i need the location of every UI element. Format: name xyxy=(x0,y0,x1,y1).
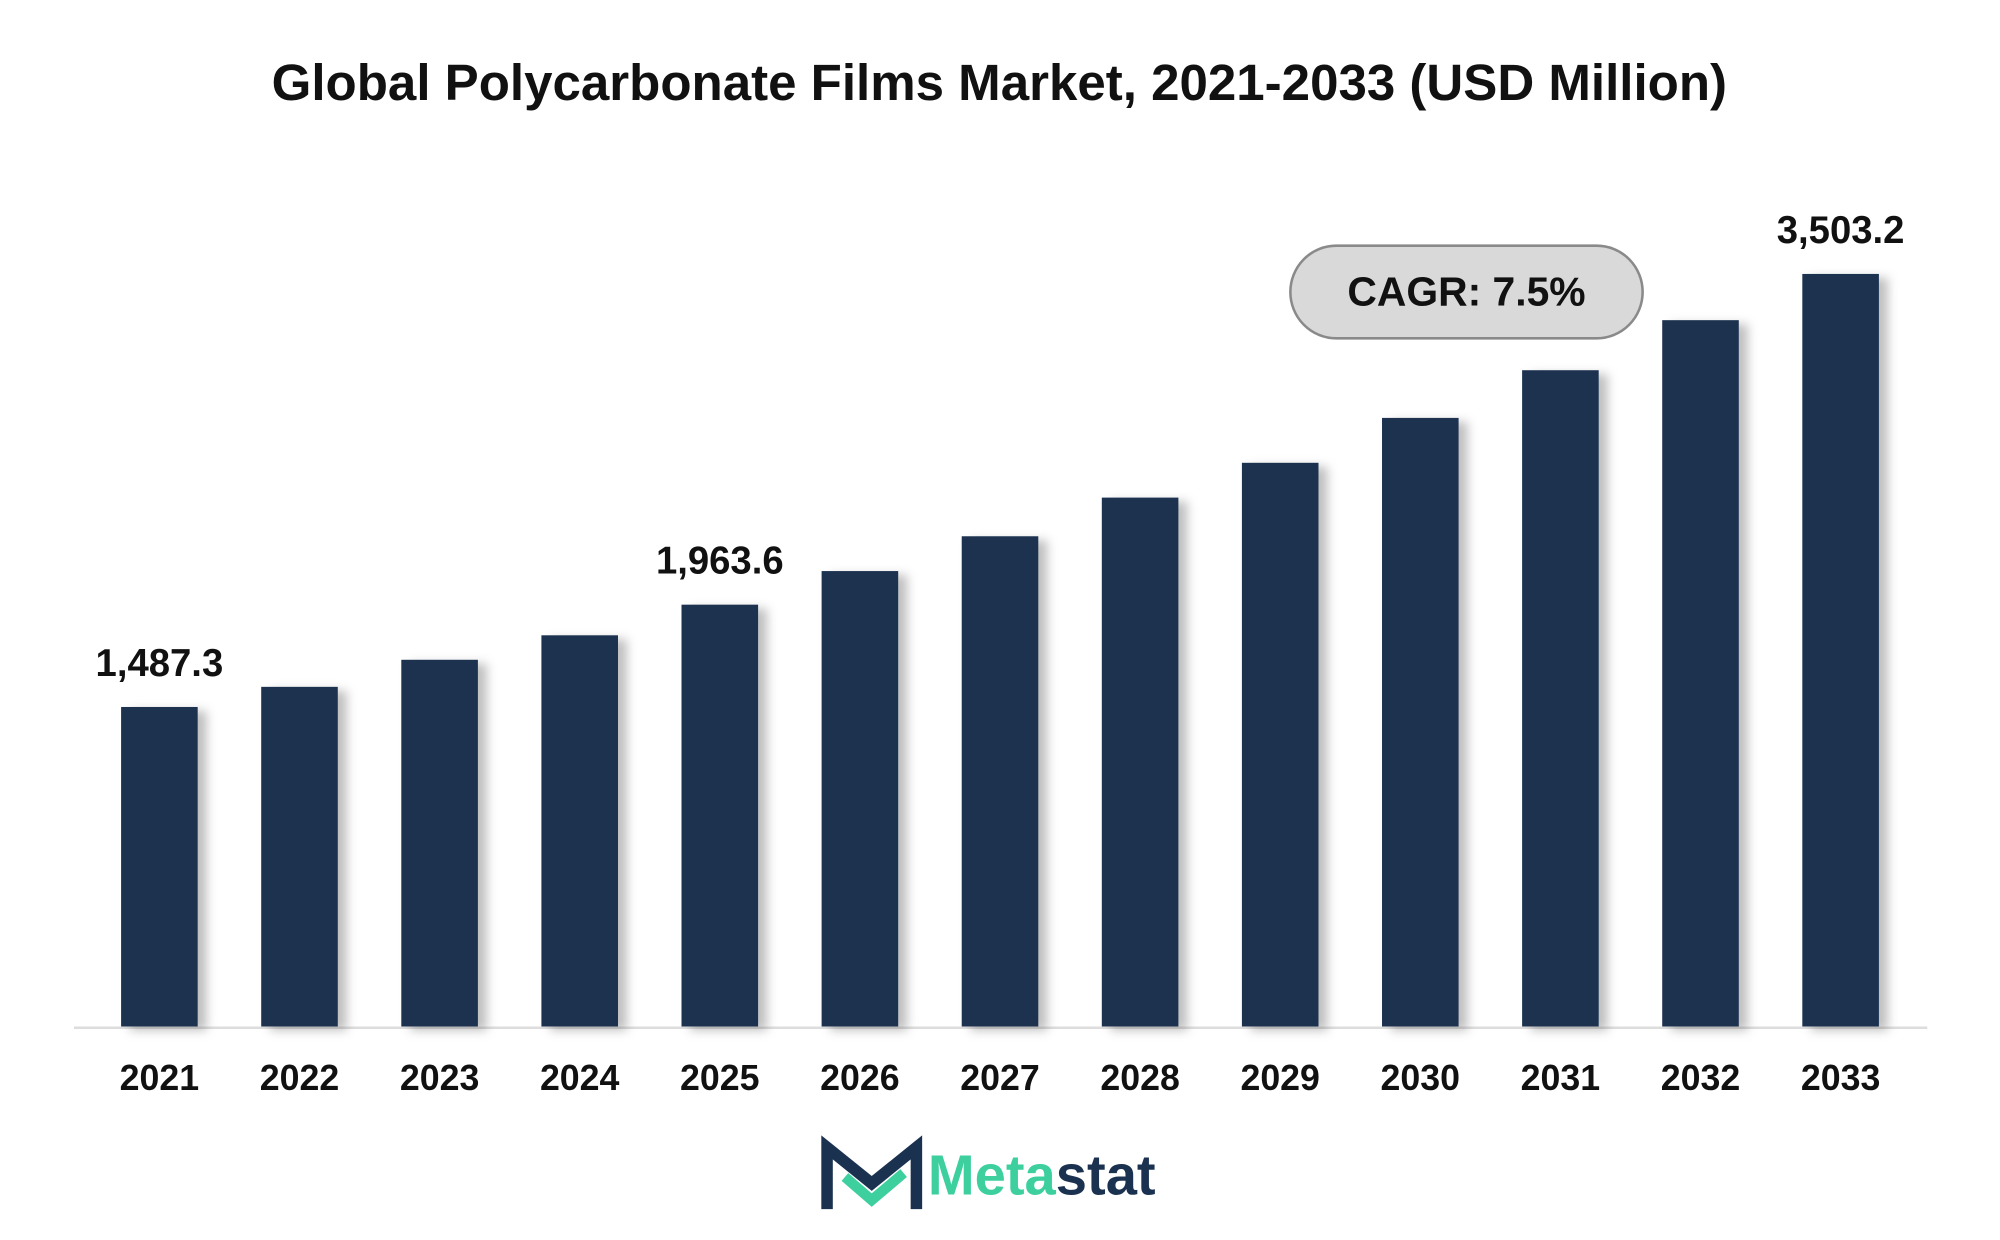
logo-icon-accent xyxy=(841,1169,907,1207)
bar xyxy=(821,571,899,1027)
x-tick-label: 2032 xyxy=(1661,1058,1740,1098)
x-tick-label: 2030 xyxy=(1381,1058,1460,1098)
bar xyxy=(1382,417,1459,1027)
x-tick-label: 2023 xyxy=(400,1058,479,1098)
bars xyxy=(121,273,1879,1027)
x-tick-label: 2026 xyxy=(820,1058,899,1098)
bar xyxy=(681,604,759,1027)
logo-text-part: Meta xyxy=(928,1143,1057,1206)
bar xyxy=(121,706,198,1027)
bar xyxy=(1802,273,1879,1027)
x-tick-label: 2027 xyxy=(960,1058,1039,1098)
bar xyxy=(1662,320,1739,1027)
bar xyxy=(541,635,618,1027)
bar xyxy=(1522,370,1599,1027)
value-label: 1,487.3 xyxy=(96,642,224,685)
x-tick-label: 2024 xyxy=(540,1058,620,1098)
x-tick-label: 2031 xyxy=(1521,1058,1600,1098)
bar xyxy=(401,659,478,1027)
value-label: 3,503.2 xyxy=(1777,209,1905,252)
cagr-pill xyxy=(1289,244,1644,340)
logo-text: Metastat xyxy=(928,1143,1156,1206)
chart-title: Global Polycarbonate Films Market, 2021-… xyxy=(272,54,1727,111)
cagr-label: CAGR: 7.5% xyxy=(1347,268,1585,314)
cagr-badge: CAGR: 7.5% xyxy=(1289,244,1644,340)
bar xyxy=(261,686,338,1027)
x-tick-label: 2029 xyxy=(1240,1058,1319,1098)
x-tick-label: 2022 xyxy=(260,1058,339,1098)
x-tick-label: 2028 xyxy=(1100,1058,1179,1098)
x-tick-label: 2033 xyxy=(1801,1058,1880,1098)
x-tick-label: 2025 xyxy=(680,1058,759,1098)
bar xyxy=(961,536,1039,1027)
logo-icon xyxy=(821,1135,923,1210)
logo-text-part: stat xyxy=(1056,1143,1156,1206)
x-tick-label: 2021 xyxy=(120,1058,199,1098)
value-label: 1,963.6 xyxy=(656,540,784,583)
logo: Metastat xyxy=(821,1135,1156,1210)
bar xyxy=(1241,462,1319,1027)
bar xyxy=(1101,497,1179,1027)
